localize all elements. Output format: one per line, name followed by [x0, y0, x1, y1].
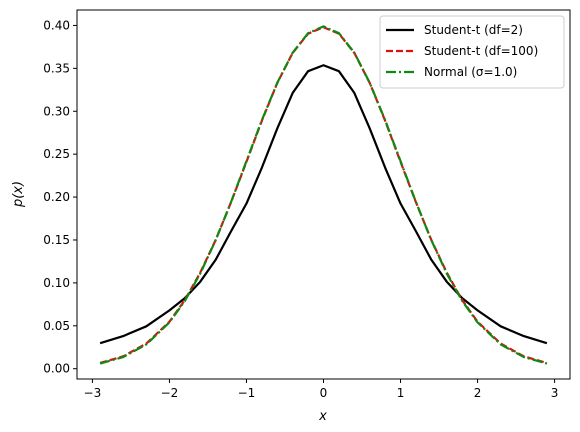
x-tick-label: −3 [84, 386, 102, 400]
y-tick-label: 0.35 [43, 61, 70, 75]
y-tick-label: 0.30 [43, 104, 70, 118]
y-axis-label: p(x) [11, 181, 26, 208]
y-tick-label: 0.25 [43, 147, 70, 161]
y-tick-label: 0.00 [43, 362, 70, 376]
legend-items: Student-t (df=2) Student-t (df=100) Normal… [386, 23, 538, 79]
y-tick-label: 0.40 [43, 18, 70, 32]
y-tick-label: 0.20 [43, 190, 70, 204]
x-tick-label: 3 [551, 386, 559, 400]
legend-label-2: Student-t (df=100) [424, 44, 538, 58]
series-line-3 [99, 25, 548, 365]
legend-box [379, 15, 565, 89]
y-tick-label: 0.05 [43, 319, 70, 333]
legend: Student-t (df=2) Student-t (df=100) Normal… [379, 15, 565, 89]
y-tick-label: 0.10 [43, 276, 70, 290]
x-tick-label: −2 [161, 386, 179, 400]
y-axis: 0.00 0.05 0.10 0.15 0.20 0.25 0.30 0.35 0.40 [43, 18, 77, 376]
x-axis-label: x [318, 409, 327, 424]
x-tick-label: 1 [397, 386, 405, 400]
x-axis: −3 −2 −1 0 1 2 3 [84, 379, 559, 400]
x-tick-label: 2 [474, 386, 482, 400]
y-tick-label: 0.15 [43, 233, 70, 247]
series-layer [99, 25, 548, 365]
legend-label-3: Normal (σ=1.0) [424, 65, 517, 79]
legend-label-1: Student-t (df=2) [424, 23, 523, 37]
x-tick-label: 0 [320, 386, 328, 400]
x-tick-label: −1 [238, 386, 256, 400]
